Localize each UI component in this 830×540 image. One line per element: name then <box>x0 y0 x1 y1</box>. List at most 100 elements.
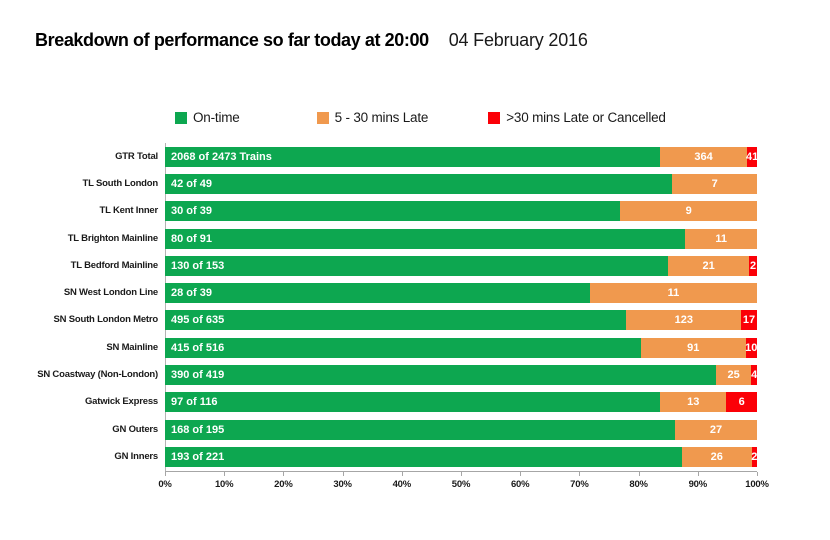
bar-track: 193 of 221 26 2 <box>165 446 757 467</box>
bar-value-label: 10 <box>745 341 758 354</box>
bar-segment-cancelled: 6 <box>726 392 757 413</box>
row-label: SN West London Line <box>63 287 158 299</box>
axis-tick-label: 80% <box>629 478 648 490</box>
axis-tick <box>401 471 403 476</box>
bar-segment-ontime: 390 of 419 <box>165 365 717 386</box>
legend-item-cancelled: >30 mins Late or Cancelled <box>488 110 666 125</box>
bar-value-label: 6 <box>738 396 745 409</box>
bar-value-label: 11 <box>715 232 728 245</box>
bar-value-label: 2 <box>750 259 757 272</box>
bar-value-label: 168 of 195 <box>171 423 225 436</box>
row-label: GN Outers <box>112 423 158 435</box>
row-label: SN Coastway (Non-London) <box>37 369 158 381</box>
bar-track: 390 of 419 25 4 <box>165 365 758 386</box>
bar-value-label: 80 of 91 <box>171 232 212 245</box>
bar-segment-late: 91 <box>641 337 746 358</box>
row-label: Gatwick Express <box>84 396 158 408</box>
chart-legend: On-time 5 - 30 mins Late >30 mins Late o… <box>175 110 666 125</box>
bar-value-label: 2068 of 2473 Trains <box>171 150 272 163</box>
chart-row: TL Brighton Mainline 80 of 91 11 <box>30 225 757 252</box>
bar-segment-ontime: 193 of 221 <box>165 446 682 467</box>
bar-segment-late: 11 <box>685 228 757 249</box>
row-label: TL South London <box>82 177 159 189</box>
page-header: Breakdown of performance so far today at… <box>35 30 588 51</box>
bar-track: 42 of 49 7 <box>165 173 757 194</box>
row-label: GTR Total <box>115 150 158 162</box>
axis-tick <box>461 471 462 476</box>
row-label: SN South London Metro <box>53 314 158 326</box>
page-title: Breakdown of performance so far today at… <box>35 30 429 50</box>
chart-row: TL South London 42 of 49 7 <box>30 170 757 197</box>
bar-value-label: 17 <box>742 314 756 327</box>
bar-value-label: 28 of 39 <box>171 287 212 300</box>
axis-tick-label: 0% <box>158 478 172 490</box>
legend-item-ontime: On-time <box>175 110 240 125</box>
chart-row: SN South London Metro 495 of 635 123 17 <box>30 307 757 334</box>
bar-segment-ontime: 30 of 39 <box>165 201 621 222</box>
row-label: TL Kent Inner <box>99 205 159 217</box>
bar-track: 28 of 39 11 <box>165 283 757 304</box>
bar-value-label: 42 of 49 <box>171 177 212 190</box>
x-axis: 0% 10% 20% 30% 40% 50% 60% 70% 80% 90% 100% <box>158 470 769 496</box>
bar-segment-late: 21 <box>668 255 750 276</box>
bar-segment-late: 13 <box>660 392 727 413</box>
chart-row: GTR Total 2068 of 2473 Trains 364 41 <box>30 143 759 170</box>
axis-tick-label: 30% <box>333 478 352 490</box>
bar-segment-ontime: 415 of 516 <box>165 337 642 358</box>
bar-segment-late: 123 <box>626 310 742 331</box>
bar-value-label: 13 <box>687 396 700 409</box>
axis-tick <box>224 471 226 476</box>
bar-value-label: 7 <box>711 177 718 190</box>
bar-segment-cancelled: 2 <box>749 255 757 276</box>
bar-segment-ontime: 28 of 39 <box>165 283 591 304</box>
bar-track: 80 of 91 11 <box>165 228 757 249</box>
chart-row: GN Outers 168 of 195 27 <box>30 416 757 443</box>
bar-track: 130 of 153 21 2 <box>165 255 757 276</box>
bar-value-label: 364 <box>694 150 713 163</box>
axis-tick-label: 40% <box>392 478 412 490</box>
axis-tick-label: 60% <box>510 478 530 490</box>
bar-segment-late: 9 <box>620 201 757 222</box>
bar-track: 97 of 116 13 6 <box>165 392 757 413</box>
bar-segment-ontime: 80 of 91 <box>165 228 686 249</box>
bar-value-label: 9 <box>685 205 692 218</box>
row-label: TL Bedford Mainline <box>70 259 159 271</box>
chart-row: TL Bedford Mainline 130 of 153 21 2 <box>30 252 757 279</box>
bar-value-label: 25 <box>727 369 740 382</box>
axis-tick <box>638 471 640 476</box>
bar-segment-ontime: 42 of 49 <box>165 173 673 194</box>
late-swatch-icon <box>316 111 329 124</box>
legend-label: >30 mins Late or Cancelled <box>506 110 666 125</box>
bar-value-label: 91 <box>687 341 700 354</box>
bar-segment-late: 26 <box>681 446 752 467</box>
axis-tick <box>697 471 699 476</box>
bar-value-label: 4 <box>751 369 758 382</box>
axis-tick <box>579 471 581 476</box>
performance-bar-chart: GTR Total 2068 of 2473 Trains 364 41 TL Sout… <box>30 143 769 496</box>
bar-segment-late: 364 <box>660 146 748 167</box>
bar-segment-late: 11 <box>590 283 757 304</box>
axis-tick-label: 20% <box>274 478 293 490</box>
bar-value-label: 415 of 516 <box>171 341 225 354</box>
chart-row: GN Inners 193 of 221 26 2 <box>30 443 757 470</box>
bar-segment-cancelled: 4 <box>751 365 758 386</box>
y-axis-line <box>165 143 166 471</box>
axis-tick <box>520 471 522 476</box>
axis-tick-label: 50% <box>451 478 471 490</box>
bar-track: 30 of 39 9 <box>165 201 757 222</box>
legend-label: On-time <box>193 110 240 125</box>
bar-value-label: 97 of 116 <box>171 396 218 409</box>
bar-value-label: 41 <box>745 150 759 163</box>
bar-value-label: 11 <box>667 287 680 300</box>
axis-tick <box>342 471 344 476</box>
bar-value-label: 30 of 39 <box>171 205 212 218</box>
bar-value-label: 390 of 419 <box>171 369 225 382</box>
axis-tick-label: 100% <box>745 478 769 490</box>
bar-value-label: 21 <box>702 259 715 272</box>
bar-track: 495 of 635 123 17 <box>165 310 757 331</box>
bar-value-label: 27 <box>709 423 723 436</box>
bar-segment-cancelled: 41 <box>745 146 759 167</box>
bar-value-label: 123 <box>674 314 693 327</box>
bar-value-label: 26 <box>710 450 723 463</box>
bar-value-label: 495 of 635 <box>171 314 225 327</box>
